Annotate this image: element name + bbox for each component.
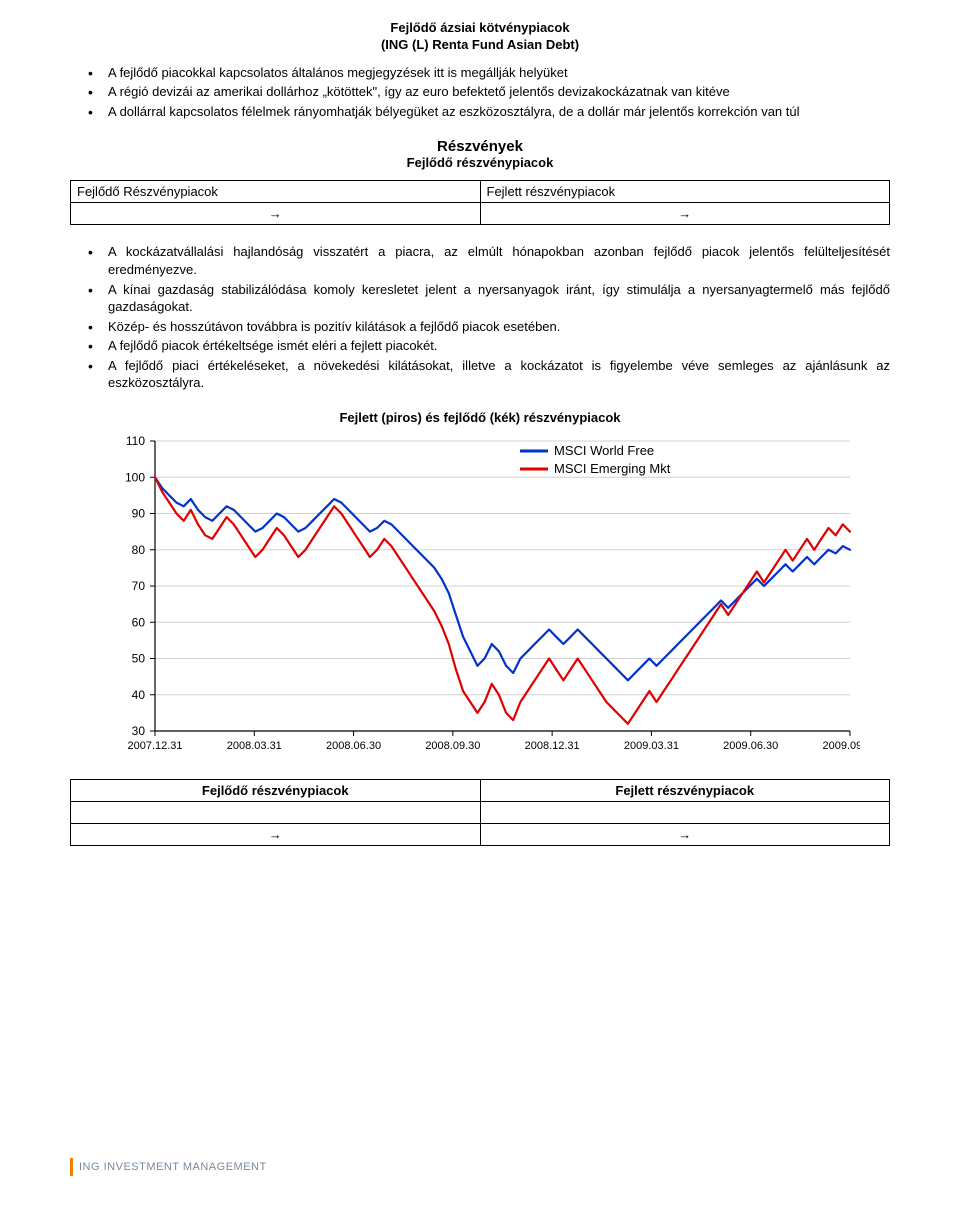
svg-text:2008.09.30: 2008.09.30 [425,740,480,752]
svg-text:50: 50 [132,651,146,665]
footer: ING INVESTMENT MANAGEMENT [70,1158,267,1176]
document-title: Fejlődő ázsiai kötvénypiacok (ING (L) Re… [70,20,890,54]
list-item: A dollárral kapcsolatos félelmek rányomh… [88,103,890,121]
section-subheader: Fejlődő részvénypiacok [70,155,890,170]
list-item: A kínai gazdaság stabilizálódása komoly … [88,281,890,316]
svg-text:MSCI World Free: MSCI World Free [554,443,654,458]
table-1: Fejlődő Részvénypiacok Fejlett részvényp… [70,180,890,225]
footer-text: ING INVESTMENT MANAGEMENT [79,1161,267,1173]
table2-right-header: Fejlett részvénypiacok [480,779,890,801]
svg-text:90: 90 [132,506,146,520]
svg-text:100: 100 [125,470,145,484]
svg-text:60: 60 [132,615,146,629]
svg-text:2009.03.31: 2009.03.31 [624,740,679,752]
list-item: A fejlődő piacokkal kapcsolatos általáno… [88,64,890,82]
list-item: A kockázatvállalási hajlandóság visszaté… [88,243,890,278]
table1-left-arrow: → [71,203,481,225]
svg-text:70: 70 [132,579,146,593]
table2-empty-r [480,801,890,823]
list-item: A fejlődő piaci értékeléseket, a növeked… [88,357,890,392]
title-line-1: Fejlődő ázsiai kötvénypiacok [70,20,890,37]
svg-text:2008.12.31: 2008.12.31 [525,740,580,752]
chart-svg: 30 40 50 60 70 80 90 100 110 2007.12.31 2008.03.31… [100,431,860,761]
table1-right-header: Fejlett részvénypiacok [480,181,890,203]
svg-text:110: 110 [126,434,145,448]
svg-text:2007.12.31: 2007.12.31 [127,740,182,752]
table2-left-header: Fejlődő részvénypiacok [71,779,481,801]
svg-text:2008.06.30: 2008.06.30 [326,740,381,752]
svg-text:2009.09.30: 2009.09.30 [822,740,860,752]
list-item: Közép- és hosszútávon továbbra is pozití… [88,318,890,336]
footer-accent-bar [70,1158,73,1176]
line-chart: 30 40 50 60 70 80 90 100 110 2007.12.31 2008.03.31… [100,431,860,761]
table1-right-arrow: → [480,203,890,225]
table2-right-arrow: → [480,823,890,845]
table2-left-arrow: → [71,823,481,845]
bullet-list-1: A fejlődő piacokkal kapcsolatos általáno… [88,64,890,121]
section-header: Részvények [70,138,890,155]
table2-empty-l [71,801,481,823]
list-item: A fejlődő piacok értékeltsége ismét elér… [88,337,890,355]
svg-text:MSCI Emerging Mkt: MSCI Emerging Mkt [554,461,671,476]
svg-text:40: 40 [132,688,146,702]
bullet-list-2: A kockázatvállalási hajlandóság visszaté… [88,243,890,391]
title-line-2: (ING (L) Renta Fund Asian Debt) [70,37,890,54]
table1-left-header: Fejlődő Részvénypiacok [71,181,481,203]
svg-text:2009.06.30: 2009.06.30 [723,740,778,752]
chart-title: Fejlett (piros) és fejlődő (kék) részvén… [70,410,890,425]
svg-text:30: 30 [132,724,146,738]
svg-text:2008.03.31: 2008.03.31 [227,740,282,752]
svg-text:80: 80 [132,543,146,557]
table-2: Fejlődő részvénypiacok Fejlett részvényp… [70,779,890,846]
list-item: A régió devizái az amerikai dollárhoz „k… [88,83,890,101]
